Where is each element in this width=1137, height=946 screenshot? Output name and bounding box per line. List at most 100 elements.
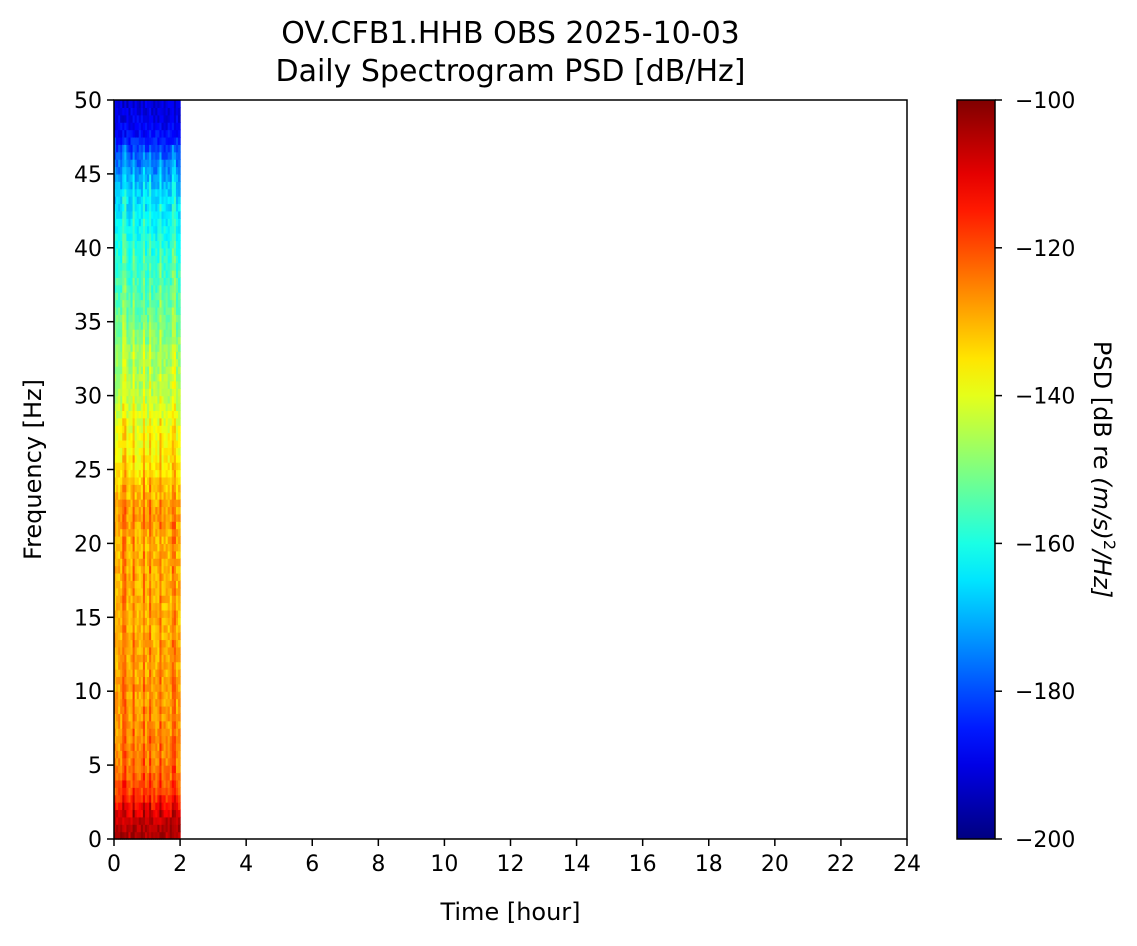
- heatmap-cell: [149, 284, 152, 293]
- heatmap-cell: [167, 225, 171, 234]
- heatmap-cell: [155, 417, 158, 426]
- heatmap-cell: [147, 410, 150, 419]
- heatmap-cell: [175, 661, 179, 670]
- heatmap-cell: [151, 358, 154, 367]
- heatmap-cell: [171, 107, 175, 116]
- heatmap-cell: [153, 107, 156, 116]
- heatmap-cell: [128, 720, 132, 729]
- heatmap-cell: [126, 779, 130, 788]
- heatmap-cell: [155, 181, 158, 190]
- heatmap-cell: [175, 247, 179, 256]
- heatmap-cell: [153, 321, 156, 330]
- heatmap-cell: [151, 410, 154, 419]
- heatmap-cell: [120, 417, 123, 426]
- heatmap-cell: [120, 646, 123, 655]
- heatmap-cell: [122, 646, 125, 655]
- heatmap-cell: [118, 669, 121, 678]
- heatmap-cell: [159, 794, 163, 803]
- heatmap-cell: [126, 565, 130, 574]
- heatmap-cell: [175, 543, 179, 552]
- heatmap-cell: [142, 122, 146, 131]
- heatmap-cell: [120, 476, 123, 485]
- heatmap-cell: [126, 669, 130, 678]
- heatmap-cell: [120, 565, 123, 574]
- heatmap-cell: [178, 203, 181, 212]
- heatmap-cell: [178, 765, 181, 774]
- heatmap-cell: [124, 151, 127, 160]
- heatmap-cell: [175, 617, 179, 626]
- heatmap-cell: [134, 742, 138, 751]
- heatmap-cell: [118, 181, 121, 190]
- heatmap-cell: [120, 484, 123, 493]
- heatmap-cell: [169, 336, 173, 345]
- heatmap-cell: [147, 225, 150, 234]
- heatmap-cell: [124, 425, 127, 434]
- heatmap-cell: [120, 587, 123, 596]
- heatmap-cell: [118, 373, 121, 382]
- heatmap-cell: [114, 100, 117, 108]
- heatmap-cell: [171, 824, 175, 833]
- heatmap-cell: [157, 402, 161, 411]
- heatmap-cell: [153, 484, 156, 493]
- heatmap-cell: [178, 358, 181, 367]
- heatmap-cell: [126, 366, 130, 375]
- heatmap-cell: [118, 122, 121, 131]
- heatmap-cell: [175, 824, 179, 833]
- heatmap-cell: [155, 572, 158, 581]
- heatmap-cell: [171, 742, 175, 751]
- heatmap-cell: [116, 100, 119, 108]
- heatmap-cell: [122, 676, 125, 685]
- heatmap-cell: [157, 661, 161, 670]
- heatmap-cell: [136, 196, 140, 205]
- heatmap-cell: [114, 772, 117, 781]
- heatmap-cell: [151, 462, 154, 471]
- heatmap-cell: [171, 358, 175, 367]
- heatmap-cell: [175, 809, 179, 818]
- heatmap-cell: [171, 233, 175, 242]
- heatmap-cell: [173, 188, 177, 197]
- heatmap-cell: [149, 188, 152, 197]
- heatmap-cell: [122, 159, 125, 168]
- heatmap-cell: [138, 218, 142, 227]
- heatmap-cell: [120, 543, 123, 552]
- heatmap-cell: [120, 713, 123, 722]
- heatmap-cell: [126, 380, 130, 389]
- heatmap-cell: [165, 765, 169, 774]
- heatmap-cell: [122, 779, 125, 788]
- heatmap-cell: [138, 528, 142, 537]
- heatmap-cell: [144, 240, 148, 249]
- heatmap-cell: [169, 676, 173, 685]
- heatmap-cell: [116, 151, 119, 160]
- heatmap-cell: [132, 617, 136, 626]
- heatmap-cell: [118, 735, 121, 744]
- heatmap-cell: [178, 247, 181, 256]
- heatmap-cell: [175, 188, 179, 197]
- heatmap-cell: [157, 233, 161, 242]
- heatmap-cell: [114, 173, 117, 182]
- heatmap-cell: [147, 476, 150, 485]
- heatmap-cell: [116, 816, 119, 825]
- heatmap-cell: [153, 329, 156, 338]
- heatmap-cell: [138, 779, 142, 788]
- heatmap-cell: [178, 107, 181, 116]
- heatmap-cell: [157, 432, 161, 441]
- heatmap-cell: [124, 240, 127, 249]
- heatmap-cell: [165, 794, 169, 803]
- heatmap-cell: [136, 580, 140, 589]
- heatmap-cell: [178, 779, 181, 788]
- heatmap-cell: [114, 218, 117, 227]
- heatmap-cell: [165, 373, 169, 382]
- heatmap-cell: [132, 380, 136, 389]
- heatmap-cell: [114, 292, 117, 301]
- heatmap-cell: [128, 432, 132, 441]
- heatmap-cell: [153, 536, 156, 544]
- heatmap-cell: [116, 824, 119, 833]
- heatmap-cell: [178, 750, 181, 759]
- heatmap-cell: [153, 669, 156, 678]
- heatmap-cell: [136, 676, 140, 685]
- heatmap-cell: [178, 188, 181, 197]
- heatmap-cell: [169, 425, 173, 434]
- heatmap-cell: [126, 484, 130, 493]
- heatmap-cell: [134, 816, 138, 825]
- heatmap-cell: [157, 262, 161, 271]
